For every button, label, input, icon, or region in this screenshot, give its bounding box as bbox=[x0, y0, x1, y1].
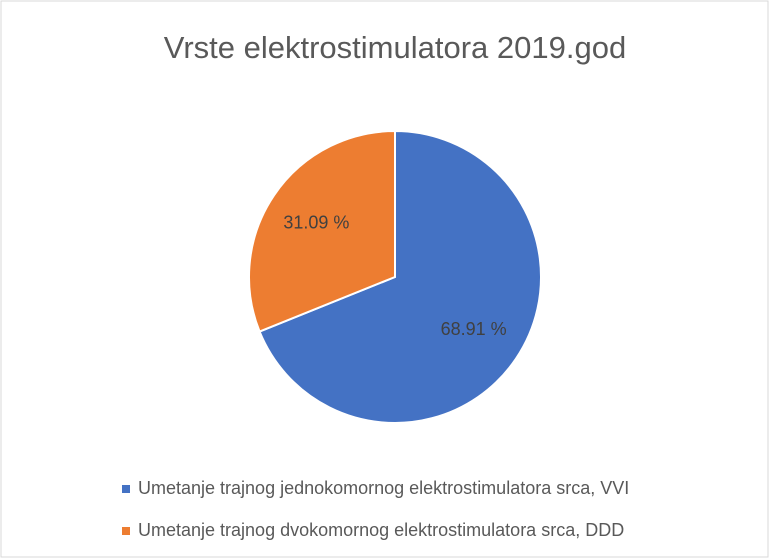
legend-label: Umetanje trajnog jednokomornog elektrost… bbox=[138, 478, 629, 498]
data-label: 68.91 % bbox=[441, 319, 507, 339]
legend-marker bbox=[122, 527, 130, 535]
legend-marker bbox=[122, 485, 130, 493]
pie-slice bbox=[248, 129, 396, 333]
data-label: 31.09 % bbox=[283, 213, 349, 233]
chart-title: Vrste elektrostimulatora 2019.god bbox=[164, 30, 626, 65]
legend-label: Umetanje trajnog dvokomornog elektrostim… bbox=[138, 520, 624, 540]
pie-slice bbox=[258, 129, 542, 424]
